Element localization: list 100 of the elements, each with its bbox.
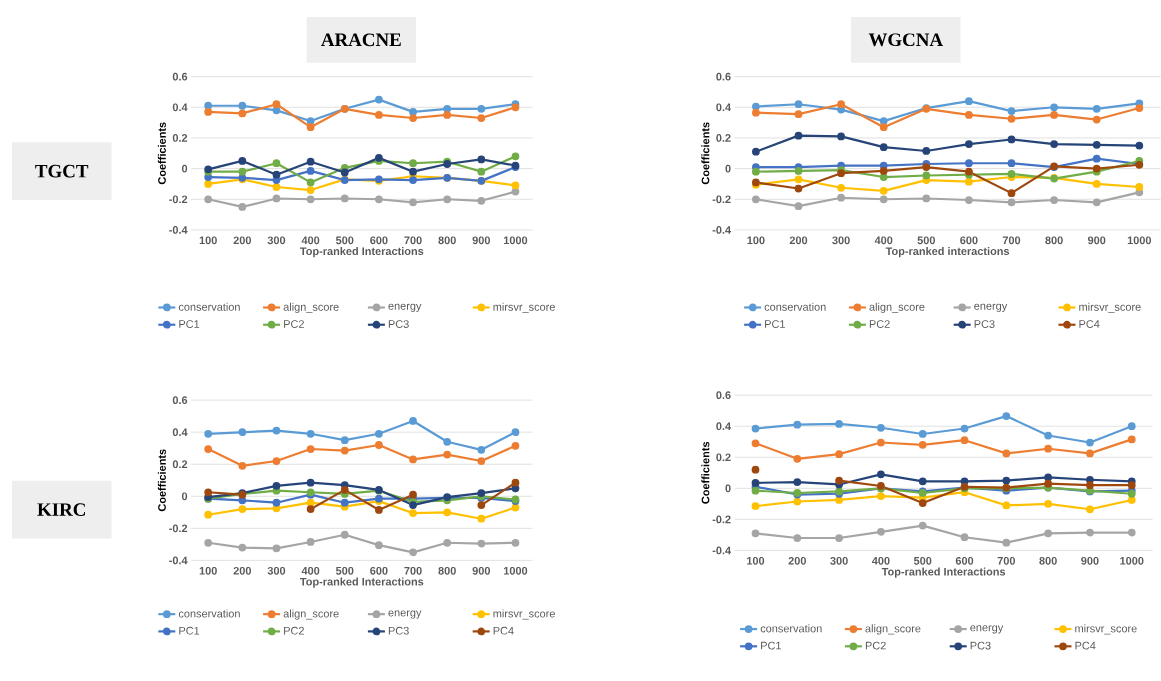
x-tick-label: 100 [199,236,217,245]
y-tick-label: 0.4 [716,422,732,431]
legend-label: align_score [865,624,921,635]
legend-label: PC3 [970,641,991,650]
x-tick-label: 200 [789,236,808,245]
legend-label: mirsvr_score [493,609,555,620]
x-tick-label: 800 [1045,236,1063,245]
legend-label: PC2 [869,320,890,328]
legend-label: energy [974,303,1008,313]
y-tick-label: -0.4 [712,546,732,555]
x-tick-label: 500 [335,566,354,575]
y-axis-title: Coefficients [157,449,166,512]
y-tick-label: 0 [181,492,188,501]
legend-label: PC1 [179,626,200,635]
x-tick-label: 600 [960,236,978,245]
legend-label: PC1 [761,641,781,650]
legend-label: conservation [760,624,822,633]
legend-label: conservation [178,302,240,311]
x-tick-label: 700 [1002,236,1021,245]
x-tick-label: 100 [199,566,217,575]
y-tick-label: 0.2 [716,134,731,142]
legend-label: PC2 [284,320,304,328]
x-tick-label: 600 [955,557,974,565]
x-tick-label: 100 [747,557,765,565]
x-tick-label: 1000 [1120,557,1144,565]
legend-label: mirsvr_score [493,302,555,313]
legend-label: PC3 [388,320,409,328]
legend-label: PC2 [284,626,304,635]
legend-label: conservation [764,302,826,311]
legend-label: PC4 [1075,641,1096,650]
x-tick-label: 400 [874,236,893,245]
y-tick-label: 0.2 [716,453,731,462]
legend-label: PC4 [1079,320,1100,328]
y-tick-label: 0 [725,484,731,493]
x-tick-label: 300 [830,557,848,565]
chart-title: WGCNA [868,33,943,47]
x-tick-label: 1000 [1127,236,1152,245]
legend-label: PC2 [865,641,886,650]
legend-label: PC1 [765,320,785,328]
x-tick-label: 700 [997,557,1016,565]
x-tick-label: 900 [1087,236,1106,245]
y-tick-label: -0.2 [169,195,188,204]
x-tick-label: 800 [1039,557,1057,565]
x-tick-label: 200 [233,566,251,575]
x-tick-label: 1000 [503,566,528,575]
legend-label: align_score [283,302,339,314]
y-tick-label: -0.4 [169,226,188,234]
legend-label: mirsvr_score [1075,624,1137,635]
x-tick-label: 1000 [503,236,528,245]
y-tick-label: -0.2 [712,515,731,524]
text: KIRC [37,503,85,517]
text: TGCT [35,164,89,178]
x-axis-title: Top-ranked Interactions [300,247,424,258]
y-tick-label: 0.4 [172,103,188,112]
x-tick-label: 400 [301,236,320,245]
legend-label: PC1 [179,320,200,328]
chart-title: ARACNE [321,33,401,47]
y-tick-label: -0.2 [169,524,188,533]
x-tick-label: 900 [472,236,490,245]
legend-label: PC4 [493,626,514,635]
x-axis-title: Top-ranked Interactions [300,577,424,588]
x-tick-label: 500 [335,236,354,245]
legend-label: energy [388,303,422,313]
legend-label: align_score [869,302,925,314]
x-tick-label: 400 [301,566,320,575]
x-tick-label: 900 [1081,557,1099,565]
x-tick-label: 800 [438,236,456,245]
y-tick-label: 0.4 [716,103,732,112]
x-tick-label: 300 [267,236,286,245]
x-tick-label: 200 [788,557,806,565]
y-tick-label: 0.6 [172,72,188,81]
x-tick-label: 700 [404,566,422,575]
y-tick-label: 0 [725,164,731,173]
y-tick-label: 0.4 [172,428,188,437]
y-tick-label: -0.4 [712,226,732,234]
x-axis-title: Top-ranked Interactions [881,567,1006,578]
x-tick-label: 600 [370,236,388,245]
x-tick-label: 400 [871,557,890,565]
x-tick-label: 800 [438,566,456,575]
y-axis-title: Coefficients [701,441,710,504]
x-tick-label: 700 [404,236,422,245]
y-tick-label: -0.2 [712,195,731,204]
y-axis-title: Coefficients [701,122,710,185]
x-tick-label: 300 [267,566,286,575]
y-tick-label: -0.4 [169,556,188,565]
y-tick-label: 0.6 [716,391,731,400]
x-tick-label: 600 [370,566,388,575]
x-axis-title: Top-ranked interactions [885,247,1010,258]
legend-label: align_score [283,609,339,620]
x-tick-label: 100 [747,236,765,245]
legend-label: energy [970,625,1004,634]
x-tick-label: 900 [472,566,490,575]
y-tick-label: 0.2 [172,460,188,469]
x-tick-label: 500 [917,236,935,245]
x-tick-label: 200 [233,236,251,245]
y-tick-label: 0.6 [716,72,731,81]
legend-label: energy [388,610,422,619]
x-tick-label: 500 [913,557,932,565]
y-tick-label: 0 [181,164,188,173]
legend-label: PC3 [974,320,995,328]
